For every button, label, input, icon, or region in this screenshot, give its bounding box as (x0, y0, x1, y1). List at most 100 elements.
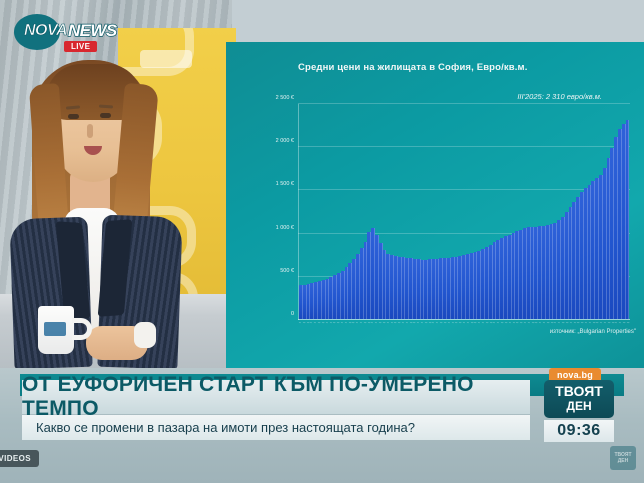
show-badge: ТВОЯТ ДЕН (544, 380, 614, 418)
chart-bar (359, 247, 364, 319)
chart-y-tick-label: 1 000 € (275, 224, 294, 231)
chart-bar (579, 191, 584, 319)
chart-bar (488, 244, 493, 319)
chart-bar (344, 267, 349, 319)
chart-bar (439, 258, 444, 319)
chart-bar (625, 120, 630, 319)
chart-bar (314, 282, 318, 319)
subheadline-banner: Какво се промени в пазара на имоти през … (22, 415, 530, 440)
chart-bar (576, 196, 580, 319)
chart-bar (469, 253, 474, 319)
chart-bar (352, 258, 356, 319)
chart-bar (485, 246, 489, 319)
chart-bar (595, 177, 599, 319)
chart-annotation: III'2025: 2 310 евро/кв.м. (517, 92, 602, 101)
chart-bar (405, 257, 410, 319)
chart-bar (447, 257, 451, 319)
chart-bar (606, 158, 611, 319)
chart-bar (542, 225, 546, 319)
more-videos-button[interactable]: E VIDEOS (0, 450, 39, 467)
chart-bar (333, 275, 337, 319)
chart-bar (386, 253, 391, 319)
chart-gridline: 2 000 € (276, 138, 630, 148)
chart-bar (477, 250, 482, 319)
mug-logo (44, 322, 66, 336)
chart-bar (553, 222, 558, 319)
show-badge-line1: ТВОЯТ (555, 383, 603, 399)
chart-x-axis (298, 319, 630, 320)
chart-bar (519, 229, 524, 319)
chart-bar (371, 227, 375, 319)
chart-bar (545, 225, 550, 319)
chart-plot-area: 0 500 € 1 000 € 1 500 € 2 000 € 2 500 € (276, 95, 630, 320)
chart-bar (306, 283, 311, 319)
watermark-line2: ДЕН (617, 458, 629, 464)
presenter-eye (100, 113, 111, 118)
decor-bar (140, 50, 192, 68)
chart-panel: Средни цени на жилищата в София, Евро/кв… (226, 42, 644, 368)
chart-bar (435, 258, 440, 319)
chart-source: източник: „Bulgarian Properties" (549, 329, 636, 335)
chart-bar (515, 231, 520, 319)
chart-title: Средни цени на жилищата в София, Евро/кв… (298, 62, 528, 73)
live-badge: LIVE (64, 41, 98, 52)
chart-y-tick-label: 1 500 € (275, 181, 294, 188)
chart-bar (428, 259, 432, 319)
chart-bar (587, 184, 592, 319)
chart-bar (549, 224, 554, 319)
chart-bar (454, 256, 459, 319)
chart-y-tick-label: 2 000 € (275, 138, 294, 145)
presenter-cuff (134, 322, 156, 348)
chart-bar (458, 255, 463, 319)
nova-news-logo: NOVA NEWS LIVE (14, 12, 118, 56)
chart-bar (598, 174, 603, 319)
chart-bar (401, 257, 406, 319)
chart-x-tick-labels: I'2004II'2004III'2004IV'2004I'2005II'200… (298, 322, 630, 350)
chart-bar (409, 257, 413, 319)
chart-bar (348, 263, 353, 319)
chart-bar (511, 233, 516, 319)
presenter-nose (87, 124, 93, 138)
chart-bar (367, 232, 372, 319)
logo-news-text: NEWS (67, 20, 118, 40)
chart-bar (526, 227, 531, 319)
show-watermark: ТВОЯТ ДЕН (610, 446, 636, 470)
logo-nova-text: NOVA (24, 22, 68, 40)
chart-gridline: 1 000 € (276, 225, 630, 234)
chart-bar (336, 273, 341, 319)
lower-third: ОТ ЕУФОРИЧЕН СТАРТ КЪМ ПО-УМЕРЕНО ТЕМПО … (0, 368, 644, 483)
clock: 09:36 (544, 420, 614, 442)
live-video-frame: ТВОЯ ДЕН (0, 0, 644, 368)
headline-banner: ОТ ЕУФОРИЧЕН СТАРТ КЪМ ПО-УМЕРЕНО ТЕМПО (22, 373, 530, 420)
show-badge-line2: ДЕН (566, 399, 592, 413)
chart-bar (538, 226, 542, 319)
chart-bar (329, 276, 334, 319)
chart-bar (583, 188, 588, 319)
chart-bar (321, 279, 326, 319)
logo-ellipse-icon (14, 14, 60, 50)
chart-bar (317, 280, 322, 319)
chart-bar (572, 202, 577, 319)
chart-bar (466, 254, 470, 319)
chart-bar (560, 216, 565, 319)
nova-bg-badge[interactable]: nova.bg (549, 368, 601, 382)
mug-handle-icon (72, 318, 92, 340)
chart-bar (492, 242, 497, 319)
chart-bars (299, 104, 630, 319)
chart-bar (310, 282, 315, 319)
chart-bar (507, 234, 512, 319)
chart-bar (523, 228, 527, 319)
chart-bar (420, 259, 425, 319)
chart-bar (557, 220, 561, 319)
chart-bar (534, 226, 539, 319)
chart-bar (299, 285, 303, 319)
chart-bar (500, 238, 505, 319)
chart-gridline: 2 500 € (276, 95, 630, 104)
chart-bar (610, 147, 615, 319)
chart-bar (530, 226, 535, 319)
chart-bar (617, 128, 622, 319)
chart-bar (340, 270, 345, 319)
chart-bar (481, 248, 486, 319)
chart-bar (564, 212, 569, 319)
